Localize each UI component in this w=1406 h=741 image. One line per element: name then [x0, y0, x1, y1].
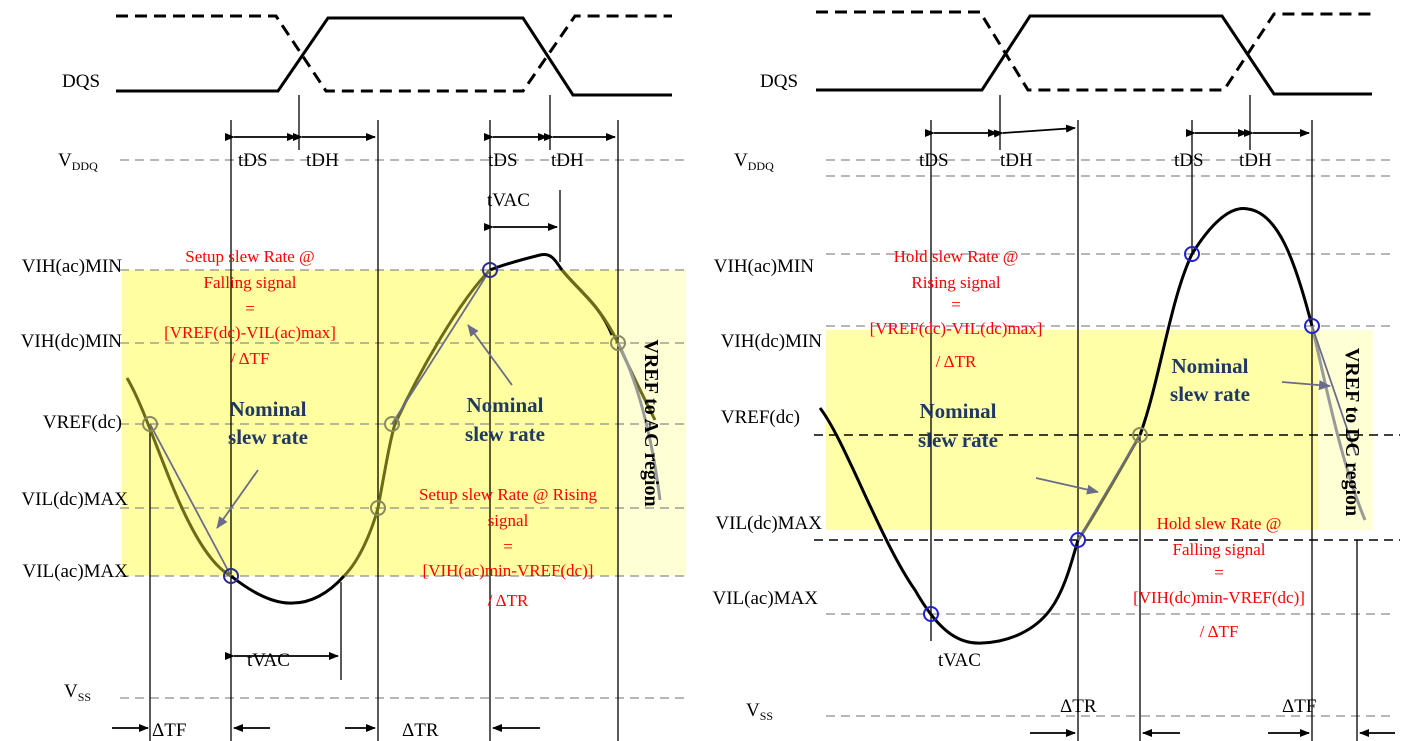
- svg-text:Hold slew Rate @: Hold slew Rate @: [894, 247, 1019, 266]
- left-marker-vih-ac: [482, 262, 498, 278]
- svg-text:=: =: [503, 537, 513, 556]
- left-vddq-label: VDDQ: [58, 150, 98, 173]
- left-setup-rising-annotation: Setup slew Rate @ Rising signal = [VIH(a…: [419, 485, 598, 610]
- right-level-vil-ac: VIL(ac)MAX: [712, 588, 818, 609]
- right-dtr-label: ΔTR: [1060, 696, 1097, 717]
- left-nominal-rise-line: [391, 269, 491, 425]
- right-level-vih-ac: VIH(ac)MIN: [714, 256, 815, 277]
- svg-text:Falling signal: Falling signal: [203, 273, 296, 292]
- left-vss-label: VSS: [64, 681, 91, 704]
- right-tds2-label: tDS: [1174, 150, 1204, 171]
- right-region-label: VREF to DC region: [1341, 348, 1363, 516]
- right-level-vref: VREF(dc): [721, 407, 800, 428]
- left-nominal-1-line1: Nominal: [229, 397, 306, 421]
- left-tds2-label: tDS: [488, 150, 518, 171]
- right-level-vil-dc: VIL(dc)MAX: [715, 513, 822, 534]
- left-dtr-label: ΔTR: [402, 720, 439, 741]
- right-nominal-1-line1: Nominal: [919, 399, 996, 423]
- left-marker-vil-ac: [223, 568, 239, 584]
- right-tds1-label: tDS: [919, 150, 949, 171]
- left-tdh2-label: tDH: [551, 150, 584, 171]
- svg-text:/ ΔTF: / ΔTF: [231, 349, 270, 368]
- left-marker-vref-fall: [142, 416, 158, 432]
- left-nominal-fall-line: [149, 423, 232, 577]
- left-tds1-label: tDS: [238, 150, 268, 171]
- svg-text:Hold slew Rate @: Hold slew Rate @: [1157, 514, 1282, 533]
- svg-text:=: =: [1214, 563, 1224, 582]
- left-region-label: VREF to AC region: [640, 339, 662, 506]
- left-dqs-falling: [116, 14, 672, 93]
- left-level-vih-ac: VIH(ac)MIN: [22, 256, 123, 277]
- right-dqs-rising: [816, 14, 1372, 96]
- left-setup-falling-annotation: Setup slew Rate @ Falling signal = [VREF…: [164, 247, 336, 368]
- left-level-vil-dc: VIL(dc)MAX: [21, 489, 128, 510]
- left-nominal-1-line2: slew rate: [228, 425, 308, 449]
- left-marker-vil-dc: [370, 500, 386, 516]
- right-region-strip: [1318, 330, 1373, 530]
- svg-text:[VREF(dc)-VIL(dc)max]: [VREF(dc)-VIL(dc)max]: [870, 319, 1043, 338]
- left-nominal-arrow-2: [467, 324, 513, 386]
- right-waveform-tail: [1310, 325, 1367, 521]
- right-nominal-2-line2: slew rate: [1170, 382, 1250, 406]
- svg-text:/ ΔTF: / ΔTF: [1200, 622, 1239, 641]
- right-tdh1-label: tDH: [1000, 150, 1033, 171]
- left-panel: DQS VDDQ VIH(ac)MIN VIH(dc)MIN VREF(dc) …: [21, 14, 690, 741]
- right-waveform: [818, 207, 1314, 645]
- right-dc-region-fill: [826, 330, 1371, 530]
- left-tvac-top-label: tVAC: [487, 190, 530, 211]
- svg-text:[VIH(ac)min-VREF(dc)]: [VIH(ac)min-VREF(dc)]: [423, 561, 594, 580]
- right-tdh1-arrow: [993, 124, 1076, 138]
- right-vddq-label: VDDQ: [734, 150, 774, 173]
- right-dtf-label: ΔTF: [1282, 696, 1316, 717]
- right-nominal-arrow-1: [1035, 477, 1099, 495]
- left-marker-vref-rise: [384, 416, 400, 432]
- svg-text:Setup slew Rate @ Rising: Setup slew Rate @ Rising: [419, 485, 598, 504]
- svg-text:[VIH(dc)min-VREF(dc)]: [VIH(dc)min-VREF(dc)]: [1133, 588, 1305, 607]
- right-tvac-label: tVAC: [938, 650, 981, 671]
- left-nominal-2-line2: slew rate: [465, 422, 545, 446]
- svg-text:[VREF(dc)-VIL(ac)max]: [VREF(dc)-VIL(ac)max]: [164, 323, 336, 342]
- right-nominal-1-line2: slew rate: [918, 428, 998, 452]
- left-marker-vih-dc: [610, 335, 626, 351]
- right-marker-vil-dc: [1070, 532, 1086, 548]
- right-dqs-falling: [816, 10, 1372, 92]
- left-dqs-label: DQS: [62, 71, 100, 92]
- right-nominal-rise-line: [1077, 434, 1141, 541]
- left-level-vih-dc: VIH(dc)MIN: [21, 331, 123, 352]
- right-level-vih-dc: VIH(dc)MIN: [721, 331, 823, 352]
- right-hold-falling-annotation: Hold slew Rate @ Falling signal = [VIH(d…: [1133, 514, 1305, 641]
- right-marker-vref: [1132, 427, 1148, 443]
- left-region-strip: [617, 270, 685, 576]
- right-marker-vil-ac: [923, 606, 939, 622]
- left-tdh1-label: tDH: [306, 150, 339, 171]
- svg-text:=: =: [951, 295, 961, 314]
- svg-text:Setup slew Rate @: Setup slew Rate @: [185, 247, 314, 266]
- svg-text:/ ΔTR: / ΔTR: [936, 352, 977, 371]
- left-level-vref: VREF(dc): [43, 412, 122, 433]
- right-nominal-2-line1: Nominal: [1171, 354, 1248, 378]
- left-waveform-tail: [616, 342, 662, 501]
- right-nominal-arrow-2: [1281, 380, 1331, 391]
- left-dqs-rising: [116, 16, 672, 97]
- left-level-vil-ac: VIL(ac)MAX: [22, 561, 128, 582]
- left-nominal-arrow-1: [216, 469, 259, 529]
- svg-text:Falling signal: Falling signal: [1172, 540, 1265, 559]
- right-marker-vih-dc: [1304, 318, 1320, 334]
- right-vss-label: VSS: [746, 700, 773, 723]
- svg-text:Rising signal: Rising signal: [911, 273, 1001, 292]
- right-hold-rising-annotation: Hold slew Rate @ Rising signal = [VREF(d…: [870, 247, 1043, 371]
- right-dqs-label: DQS: [760, 71, 798, 92]
- left-tvac-bottom-label: tVAC: [247, 650, 290, 671]
- left-waveform-black: [230, 574, 346, 605]
- left-nominal-2-line1: Nominal: [466, 393, 543, 417]
- right-tdh2-label: tDH: [1239, 150, 1272, 171]
- svg-text:=: =: [245, 299, 255, 318]
- svg-text:/ ΔTR: / ΔTR: [488, 591, 529, 610]
- right-nominal-fall-line: [1311, 325, 1357, 456]
- svg-text:signal: signal: [488, 511, 529, 530]
- left-dtf-label: ΔTF: [152, 720, 186, 741]
- right-marker-vih-ac: [1184, 246, 1200, 262]
- right-panel: DQS VDDQ VIH(ac)MIN VIH(dc)MIN VREF(dc) …: [712, 10, 1400, 741]
